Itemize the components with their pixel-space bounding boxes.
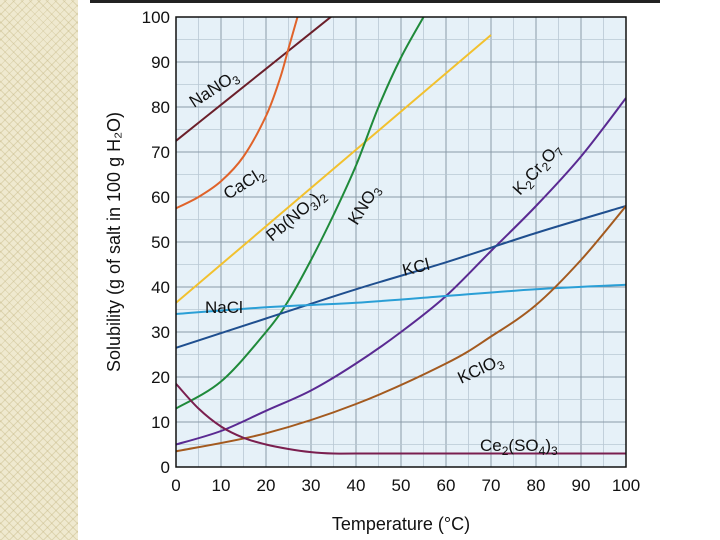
y-tick-label: 10 [151,413,170,432]
x-tick-label: 70 [482,476,501,495]
x-tick-label: 60 [437,476,456,495]
y-tick-label: 90 [151,53,170,72]
y-tick-label: 20 [151,368,170,387]
series-line-nano3 [176,17,333,142]
series-line-nacl [176,283,626,315]
grid-lines [175,16,627,468]
x-tick-label: 10 [212,476,231,495]
series-label-ce2so43: Ce2(SO4)3 [480,436,558,458]
series-label-nacl: NaCl [205,298,243,317]
series-line-kno3 [176,17,425,410]
tick-labels: 0 10 20 30 40 50 60 70 80 90 100 0 10 20 30 40 50 60 70 80 9… [142,8,641,495]
top-rule-line [90,0,660,3]
y-tick-label: 60 [151,188,170,207]
series-line-kcl [176,205,626,349]
x-tick-label: 90 [572,476,591,495]
series-line-kclo3 [176,205,626,453]
x-tick-label: 0 [171,476,180,495]
x-tick-label: 40 [347,476,366,495]
x-tick-label: 20 [257,476,276,495]
y-tick-label: 100 [142,8,170,27]
series-line-ce2so43 [176,383,626,455]
y-tick-label: 0 [161,458,170,477]
y-tick-label: 40 [151,278,170,297]
y-tick-label: 70 [151,143,170,162]
side-decorative-pattern [0,0,78,540]
series-lines [176,17,626,455]
series-line-k2cr2o7 [176,97,626,446]
y-tick-label: 30 [151,323,170,342]
plot-frame [175,16,627,468]
y-tick-label: 80 [151,98,170,117]
x-tick-label: 50 [392,476,411,495]
series-line-pbno32 [176,34,492,304]
x-tick-label: 80 [527,476,546,495]
x-tick-label: 100 [612,476,640,495]
y-axis-title: Solubility (g of salt in 100 g H₂O) [104,112,124,372]
y-tick-label: 50 [151,233,170,252]
x-axis-title: Temperature (°C) [332,514,470,534]
x-tick-label: 30 [302,476,321,495]
series-line-cacl2 [176,17,299,210]
